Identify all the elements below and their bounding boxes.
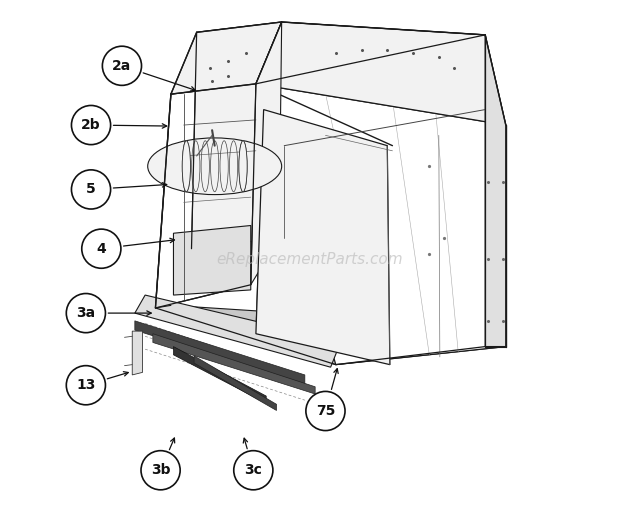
Circle shape	[66, 294, 105, 333]
Circle shape	[234, 451, 273, 490]
Polygon shape	[174, 347, 266, 403]
Circle shape	[306, 392, 345, 430]
Polygon shape	[132, 331, 143, 375]
Polygon shape	[256, 110, 390, 365]
Circle shape	[102, 46, 141, 85]
Circle shape	[141, 451, 180, 490]
Polygon shape	[174, 225, 250, 295]
Ellipse shape	[148, 138, 281, 195]
Polygon shape	[192, 22, 281, 249]
Polygon shape	[256, 22, 506, 125]
Ellipse shape	[239, 141, 247, 192]
Polygon shape	[135, 321, 305, 384]
Text: eReplacementParts.com: eReplacementParts.com	[216, 252, 404, 266]
Circle shape	[71, 106, 110, 145]
Text: 2a: 2a	[112, 59, 131, 73]
Ellipse shape	[182, 141, 190, 192]
Text: 13: 13	[76, 378, 95, 392]
Circle shape	[66, 366, 105, 405]
Polygon shape	[156, 306, 506, 365]
Polygon shape	[250, 22, 281, 285]
Polygon shape	[156, 84, 256, 308]
Text: 5: 5	[86, 182, 96, 196]
Text: 4: 4	[97, 242, 106, 256]
Text: 3b: 3b	[151, 463, 170, 477]
Polygon shape	[135, 295, 341, 367]
Text: 75: 75	[316, 404, 335, 418]
Text: 3a: 3a	[76, 306, 95, 320]
Polygon shape	[153, 334, 315, 394]
Circle shape	[82, 229, 121, 268]
Polygon shape	[256, 84, 506, 365]
Polygon shape	[194, 356, 277, 410]
Circle shape	[71, 170, 110, 209]
Text: 3c: 3c	[244, 463, 262, 477]
Polygon shape	[485, 35, 506, 347]
Polygon shape	[171, 22, 281, 94]
Text: 2b: 2b	[81, 118, 101, 132]
